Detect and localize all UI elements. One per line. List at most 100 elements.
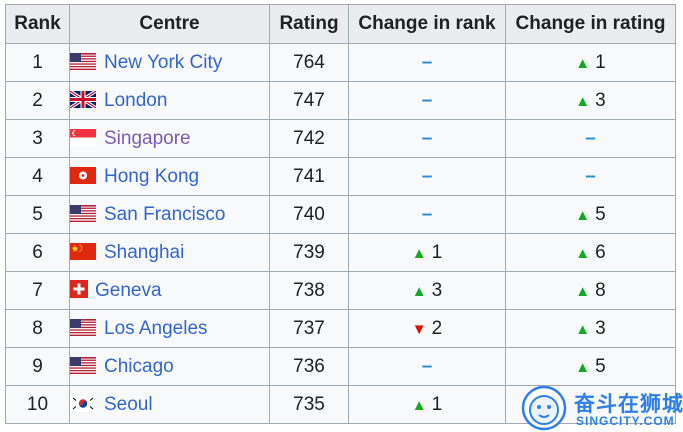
table-row: 9 Chicago 736 – ▲ 5 [5, 347, 676, 386]
change-in-rating-cell: ▲ 3 [505, 81, 676, 120]
change-in-rank-cell: ▲ 3 [348, 271, 506, 310]
no-change-dash: – [421, 127, 433, 149]
up-arrow-icon: ▲ [575, 320, 591, 338]
up-arrow-icon: ▲ [575, 358, 591, 376]
city-ranking-table: Rank Centre Rating Change in rank Change… [5, 4, 676, 424]
no-change-dash: – [585, 165, 596, 187]
up-arrow-icon: ▲ [575, 54, 591, 72]
change-in-rating-cell: ▲ 5 [505, 195, 676, 234]
usa-flag-icon [70, 204, 96, 222]
city-link[interactable]: Chicago [104, 355, 174, 377]
rank-cell: 6 [5, 233, 70, 272]
change-value: 8 [595, 279, 606, 301]
city-link[interactable]: Singapore [104, 127, 191, 149]
up-arrow-icon: ▲ [575, 206, 591, 224]
table-row: 4 Hong Kong 741 – – [5, 157, 676, 196]
change-value: 2 [431, 317, 443, 339]
change-in-rank-cell: ▲ 1 [348, 233, 506, 272]
usa-flag-icon [70, 318, 96, 336]
table-row: 1 New York City 764 – ▲ 1 [5, 43, 676, 82]
rating-cell: 747 [269, 81, 349, 120]
centre-cell: Geneva [69, 271, 270, 310]
rating-cell: 736 [269, 347, 349, 386]
watermark: 奋斗在狮城 SINGCITY.COM [518, 384, 683, 432]
city-link[interactable]: San Francisco [104, 203, 226, 225]
table-row: 8 Los Angeles 737 ▼ 2 ▲ 3 [5, 309, 676, 348]
change-value: 1 [431, 241, 443, 263]
swiss-flag-icon [70, 279, 88, 298]
usa-flag-icon [70, 52, 96, 70]
up-arrow-icon: ▲ [575, 244, 591, 262]
rating-cell: 741 [269, 157, 349, 196]
up-arrow-icon: ▲ [411, 244, 427, 262]
city-link[interactable]: New York City [104, 51, 223, 73]
no-change-dash: – [585, 127, 596, 149]
rating-cell: 735 [269, 385, 349, 424]
no-change-dash: – [421, 165, 433, 187]
header-centre[interactable]: Centre [69, 4, 270, 44]
change-in-rating-cell: ▲ 3 [505, 309, 676, 348]
table-row: 2 London 747 – ▲ 3 [5, 81, 676, 120]
city-link[interactable]: Geneva [95, 279, 162, 301]
uk-flag-icon [70, 90, 96, 108]
change-in-rank-cell: – [348, 195, 506, 234]
change-in-rank-cell: – [348, 347, 506, 386]
no-change-dash: – [421, 51, 433, 73]
no-change-dash: – [421, 203, 433, 225]
change-in-rating-cell: ▲ 8 [505, 271, 676, 310]
up-arrow-icon: ▲ [575, 92, 591, 110]
change-value: 3 [595, 317, 606, 339]
change-in-rating-cell: – [505, 157, 676, 196]
change-in-rank-cell: – [348, 43, 506, 82]
table-row: 7 Geneva 738 ▲ 3 ▲ 8 [5, 271, 676, 310]
hong-kong-flag-icon [70, 166, 96, 184]
up-arrow-icon: ▲ [411, 282, 427, 300]
city-link[interactable]: Shanghai [104, 241, 185, 263]
usa-flag-icon [70, 356, 96, 374]
change-in-rating-cell: ▲ 1 [505, 43, 676, 82]
header-change-in-rating[interactable]: Change in rating [505, 4, 676, 44]
rank-cell: 7 [5, 271, 70, 310]
header-rank[interactable]: Rank [5, 4, 70, 44]
centre-cell: San Francisco [69, 195, 270, 234]
city-link[interactable]: Seoul [104, 393, 153, 415]
city-link[interactable]: Los Angeles [104, 317, 208, 339]
korea-flag-icon [70, 394, 96, 412]
rating-cell: 764 [269, 43, 349, 82]
lion-mascot-icon [521, 385, 567, 431]
rank-cell: 9 [5, 347, 70, 386]
table-row: 3 Singapore 742 – – [5, 119, 676, 158]
change-value: 1 [595, 51, 606, 73]
watermark-text: 奋斗在狮城 [574, 393, 683, 416]
change-value: 1 [431, 393, 443, 415]
change-value: 3 [595, 89, 606, 111]
china-flag-icon [70, 242, 96, 260]
rating-cell: 742 [269, 119, 349, 158]
rating-cell: 739 [269, 233, 349, 272]
change-in-rank-cell: – [348, 81, 506, 120]
rank-cell: 10 [5, 385, 70, 424]
centre-cell: Hong Kong [69, 157, 270, 196]
rank-cell: 4 [5, 157, 70, 196]
change-in-rank-cell: ▲ 1 [348, 385, 506, 424]
rank-cell: 8 [5, 309, 70, 348]
table-header-row: Rank Centre Rating Change in rank Change… [5, 4, 676, 44]
change-value: 5 [595, 355, 606, 377]
centre-cell: Seoul [69, 385, 270, 424]
rank-cell: 1 [5, 43, 70, 82]
change-in-rank-cell: – [348, 119, 506, 158]
city-link[interactable]: Hong Kong [104, 165, 200, 187]
table-row: 5 San Francisco 740 – ▲ 5 [5, 195, 676, 234]
change-value: 6 [595, 241, 606, 263]
no-change-dash: – [421, 355, 433, 377]
change-in-rating-cell: ▲ 6 [505, 233, 676, 272]
city-link[interactable]: London [104, 89, 168, 111]
header-rating[interactable]: Rating [269, 4, 349, 44]
centre-cell: London [69, 81, 270, 120]
header-change-in-rank[interactable]: Change in rank [348, 4, 506, 44]
singapore-flag-icon [70, 128, 96, 146]
rating-cell: 737 [269, 309, 349, 348]
table-row: 6 Shanghai 739 ▲ 1 ▲ 6 [5, 233, 676, 272]
rank-cell: 2 [5, 81, 70, 120]
down-arrow-icon: ▼ [411, 320, 427, 338]
